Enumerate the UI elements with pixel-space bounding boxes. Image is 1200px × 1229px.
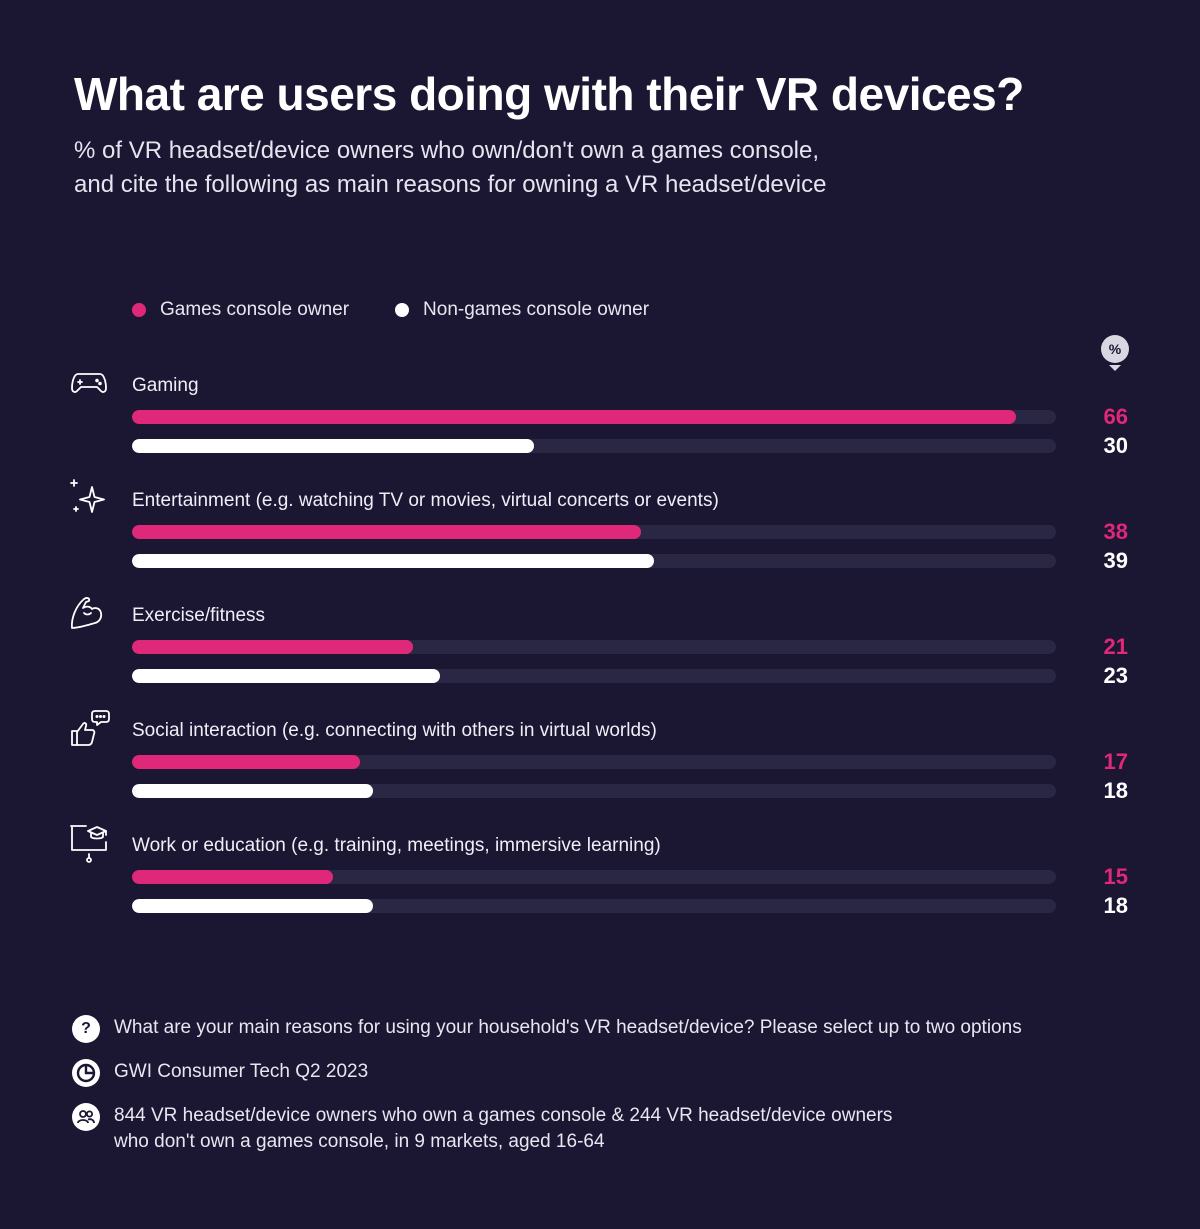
bar-console (132, 525, 641, 539)
chart-row: Entertainment (e.g. watching TV or movie… (0, 479, 1200, 601)
chart-row: Social interaction (e.g. connecting with… (0, 710, 1200, 831)
bar-track (132, 755, 1056, 769)
percent-badge-icon: % (1101, 335, 1129, 373)
category-label: Social interaction (e.g. connecting with… (132, 720, 657, 741)
bar-track (132, 525, 1056, 539)
bar-console (132, 410, 1016, 424)
footer-source: GWI Consumer Tech Q2 2023 (72, 1059, 368, 1087)
subtitle-line-2: and cite the following as main reasons f… (74, 171, 827, 198)
bar-track (132, 410, 1056, 424)
bar-non-console (132, 554, 654, 568)
chart-row: Gaming 66 30 (0, 373, 1200, 486)
sample-line-2: who don't own a games console, in 9 mark… (114, 1131, 605, 1152)
bar-track (132, 439, 1056, 453)
gamepad-icon (68, 362, 110, 404)
question-icon: ? (72, 1015, 100, 1043)
bar-console (132, 870, 333, 884)
bar-track (132, 554, 1056, 568)
bar-track (132, 784, 1056, 798)
footer-question: ? What are your main reasons for using y… (72, 1015, 1022, 1043)
value-label-console: 38 (1103, 519, 1128, 544)
bar-track (132, 870, 1056, 884)
value-label-console: 17 (1103, 749, 1128, 774)
legend: Games console owner Non-games console ow… (132, 296, 695, 324)
category-label: Gaming (132, 375, 199, 396)
chart-subtitle: % of VR headset/device owners who own/do… (74, 134, 974, 202)
chart-row: Work or education (e.g. training, meetin… (0, 825, 1200, 946)
value-label-non-console: 39 (1103, 548, 1128, 573)
legend-item-console: Games console owner (132, 299, 349, 321)
footer-sample: 844 VR headset/device owners who own a g… (72, 1103, 892, 1155)
people-icon (72, 1103, 100, 1131)
presentation-graduation-icon (68, 822, 110, 864)
source-text: GWI Consumer Tech Q2 2023 (114, 1061, 369, 1082)
gwi-logo-icon (72, 1059, 100, 1087)
bar-track (132, 899, 1056, 913)
bar-track (132, 640, 1056, 654)
bar-non-console (132, 669, 440, 683)
legend-label-non-console: Non-games console owner (423, 299, 650, 320)
bar-non-console (132, 784, 373, 798)
legend-item-non-console: Non-games console owner (395, 299, 649, 321)
legend-label-console: Games console owner (160, 299, 350, 320)
category-label: Work or education (e.g. training, meetin… (132, 835, 661, 856)
bar-console (132, 755, 360, 769)
percent-badge-label: % (1101, 335, 1129, 363)
category-label: Entertainment (e.g. watching TV or movie… (132, 490, 719, 511)
legend-dot-non-console (395, 303, 410, 317)
value-label-console: 15 (1103, 864, 1128, 889)
bar-non-console (132, 899, 373, 913)
bar-track (132, 669, 1056, 683)
value-label-non-console: 18 (1103, 778, 1128, 803)
chart-row: Exercise/fitness 21 23 (0, 597, 1200, 716)
legend-dot-console (132, 303, 146, 317)
value-label-non-console: 30 (1103, 433, 1128, 458)
subtitle-line-1: % of VR headset/device owners who own/do… (74, 137, 820, 164)
flexed-arm-icon (68, 592, 110, 634)
chart-title: What are users doing with their VR devic… (74, 68, 1024, 120)
question-text: What are your main reasons for using you… (114, 1017, 1022, 1038)
sample-line-1: 844 VR headset/device owners who own a g… (114, 1105, 893, 1126)
bar-non-console (132, 439, 534, 453)
sample-text: 844 VR headset/device owners who own a g… (114, 1103, 892, 1155)
category-label: Exercise/fitness (132, 605, 266, 626)
value-label-console: 21 (1103, 634, 1128, 659)
thumbs-up-chat-icon (68, 707, 110, 749)
value-label-non-console: 23 (1103, 663, 1128, 688)
value-label-non-console: 18 (1103, 893, 1128, 918)
bar-console (132, 640, 413, 654)
sparkles-icon (68, 477, 110, 519)
value-label-console: 66 (1103, 404, 1128, 429)
